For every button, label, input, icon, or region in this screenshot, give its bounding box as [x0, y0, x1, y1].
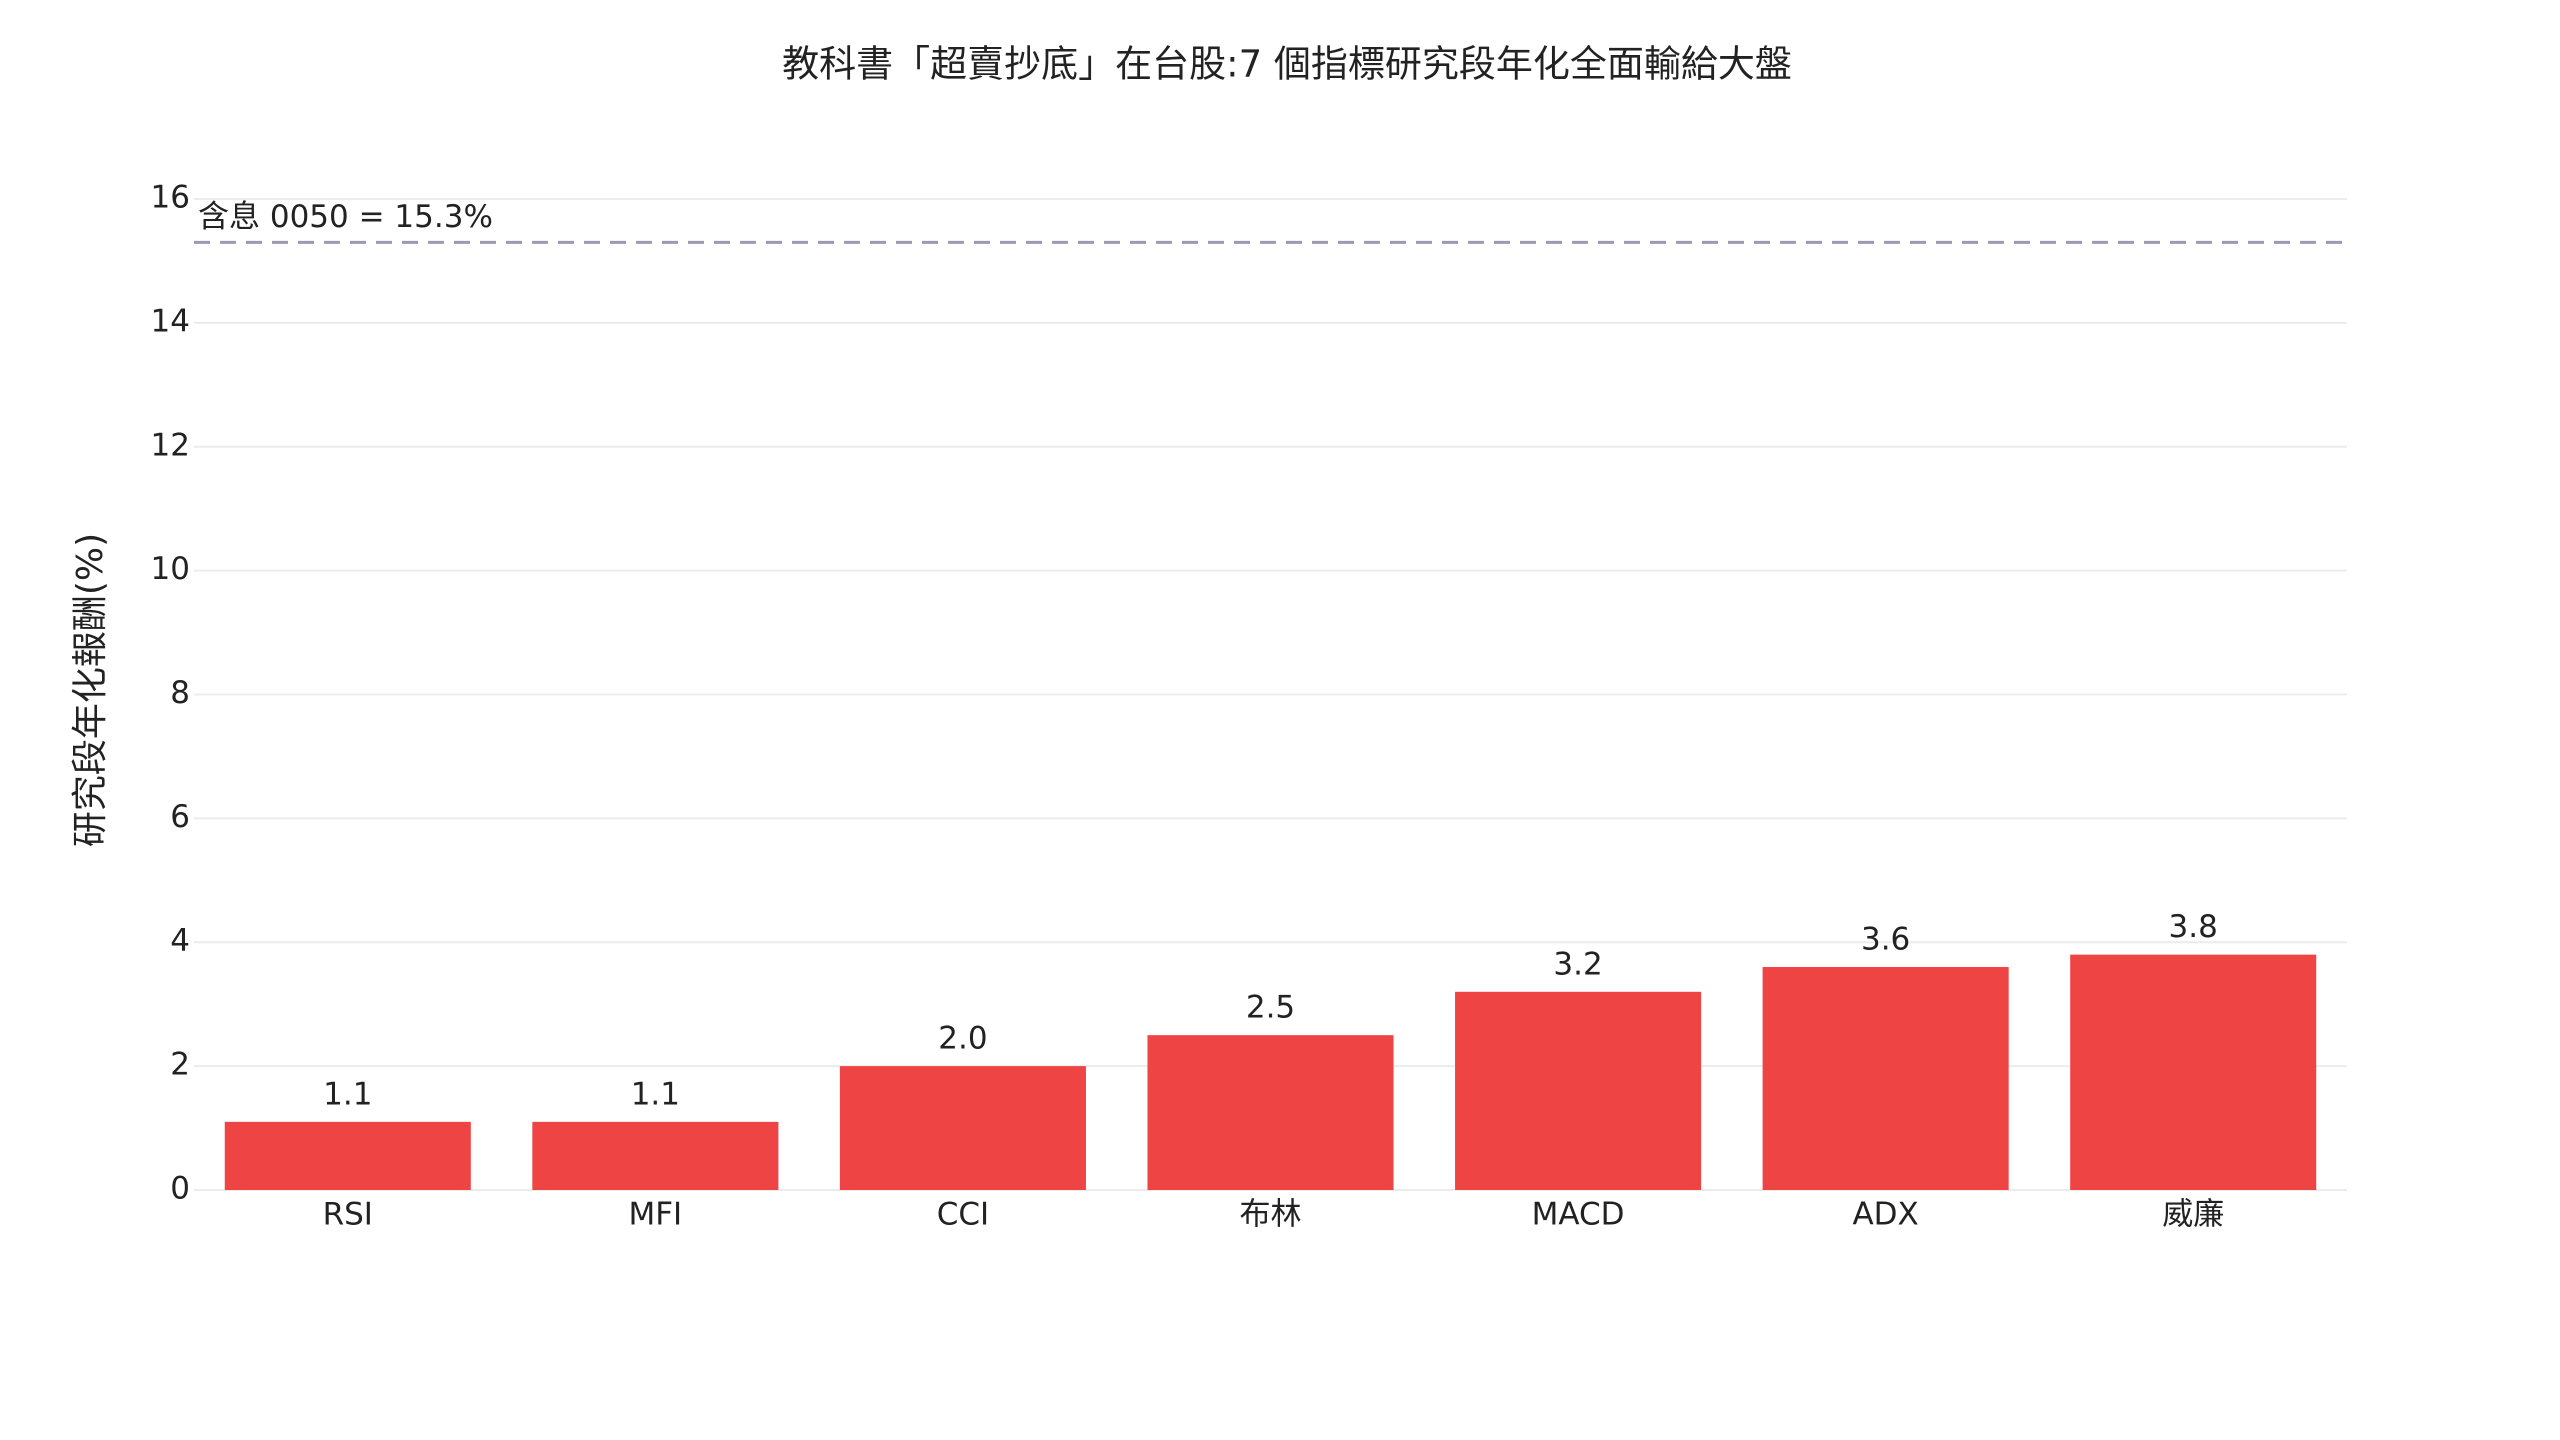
data-label: 3.6 — [1861, 922, 1910, 958]
y-tick-label: 6 — [170, 799, 190, 835]
data-label: 2.5 — [1246, 990, 1295, 1026]
chart-title: 教科書「超賣抄底」在台股:7 個指標研究段年化全面輸給大盤 — [782, 43, 1792, 86]
x-tick-label: 布林 — [1240, 1197, 1302, 1233]
y-tick-label: 2 — [170, 1047, 190, 1083]
bar — [839, 1066, 1086, 1190]
y-tick-label: 14 — [151, 303, 190, 339]
y-tick-label: 10 — [151, 551, 190, 587]
y-tick-label: 12 — [151, 427, 190, 463]
x-tick-label: RSI — [323, 1197, 373, 1233]
y-tick-label: 4 — [170, 923, 190, 959]
reference-label: 含息 0050 = 15.3% — [198, 199, 493, 235]
y-axis-label: 研究段年化報酬(%) — [70, 533, 111, 847]
x-tick-label: MACD — [1532, 1197, 1625, 1233]
data-label: 3.2 — [1553, 946, 1602, 982]
data-label: 1.1 — [323, 1076, 372, 1112]
bar — [1147, 1035, 1394, 1190]
x-tick-label: ADX — [1852, 1197, 1918, 1233]
bar — [532, 1121, 779, 1190]
y-tick-label: 16 — [151, 180, 190, 216]
y-tick-label: 0 — [170, 1171, 190, 1207]
x-tick-label: CCI — [937, 1197, 989, 1233]
bar — [224, 1121, 471, 1190]
data-label: 1.1 — [631, 1076, 680, 1112]
bar — [1762, 967, 2009, 1190]
bar — [1455, 991, 1702, 1190]
bar — [2070, 954, 2317, 1190]
x-tick-label: 威廉 — [2162, 1197, 2224, 1233]
data-label: 3.8 — [2169, 909, 2218, 945]
x-tick-label: MFI — [628, 1197, 682, 1233]
y-tick-label: 8 — [170, 675, 190, 711]
data-label: 2.0 — [938, 1021, 987, 1057]
